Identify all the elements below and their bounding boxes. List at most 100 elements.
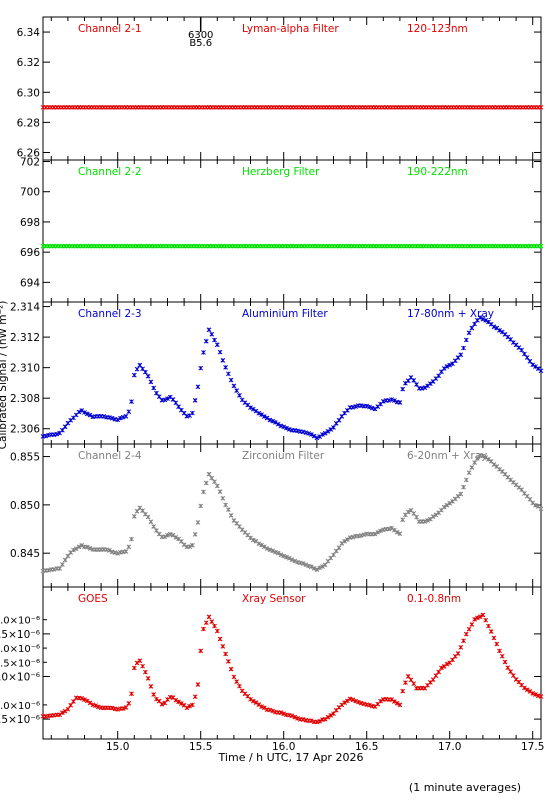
- data-point: [322, 716, 328, 722]
- data-point: [527, 496, 533, 502]
- data-point: [54, 431, 60, 437]
- data-point: [159, 701, 165, 707]
- data-point: [226, 507, 231, 512]
- data-point: [433, 512, 439, 518]
- data-point: [408, 677, 414, 683]
- data-point: [367, 404, 372, 410]
- data-point: [472, 321, 477, 327]
- data-point: [198, 365, 204, 371]
- data-point: [154, 390, 159, 396]
- data-point: [466, 470, 472, 476]
- data-point: [198, 503, 204, 509]
- data-point: [328, 713, 334, 718]
- data-point: [87, 700, 93, 706]
- data-point: [405, 673, 411, 679]
- data-point: [347, 696, 353, 702]
- data-point: [167, 531, 173, 537]
- y-tick-label: 3.5×10⁻⁶: [0, 714, 40, 726]
- y-tick-label: 700: [20, 187, 40, 199]
- panel-frame: [42, 159, 542, 303]
- data-point: [178, 701, 184, 706]
- data-point: [480, 453, 486, 459]
- data-point: [400, 688, 406, 694]
- data-point: [82, 697, 87, 702]
- data-point: [350, 534, 356, 540]
- data-point: [217, 636, 223, 642]
- data-point: [151, 692, 157, 697]
- data-point: [510, 673, 516, 678]
- y-tick-label: 5.5×10⁻⁶: [0, 658, 40, 669]
- panel-frame: [42, 586, 542, 740]
- data-point: [209, 475, 215, 481]
- data-point: [389, 397, 394, 402]
- data-point: [414, 382, 419, 387]
- data-point: [145, 514, 151, 520]
- panel-2: 694 696 698 700 702 Channel 2-2 Herzberg Filte…: [20, 157, 544, 303]
- data-point: [447, 500, 453, 506]
- data-point: [278, 710, 284, 715]
- data-point: [62, 708, 68, 714]
- data-point: [120, 706, 126, 711]
- data-point: [273, 549, 278, 555]
- data-point: [372, 531, 378, 537]
- data-point: [162, 700, 168, 706]
- data-point: [422, 519, 428, 524]
- data-point: [344, 537, 350, 542]
- data-point: [336, 545, 342, 551]
- data-point: [533, 692, 538, 697]
- data-point: [250, 537, 256, 543]
- data-point: [466, 626, 472, 632]
- data-point: [314, 567, 320, 573]
- data-point: [331, 425, 336, 430]
- data-point: [497, 328, 502, 333]
- y-tick-label: 2.306: [10, 424, 40, 436]
- data-point: [328, 427, 334, 432]
- data-point: [203, 338, 209, 344]
- data-point: [444, 364, 450, 369]
- data-point: [115, 551, 121, 556]
- data-point: [281, 424, 287, 430]
- band-label: 6-20nm + Xray: [407, 450, 487, 462]
- data-point: [270, 548, 275, 554]
- channel-label: Channel 2-4: [78, 450, 142, 462]
- data-point: [65, 553, 71, 559]
- data-point: [226, 371, 231, 377]
- data-point: [405, 509, 411, 515]
- data-point: [79, 543, 85, 548]
- data-point: [195, 682, 201, 687]
- data-point: [156, 394, 162, 400]
- data-point: [367, 702, 372, 708]
- data-point: [82, 410, 87, 415]
- data-point: [342, 700, 347, 706]
- y-tick-label: 696: [20, 247, 40, 259]
- y-tick-label: 7.0×10⁻⁶: [0, 616, 40, 627]
- data-point: [322, 430, 328, 436]
- filter-label: Aluminium Filter: [242, 308, 328, 320]
- data-point: [292, 714, 298, 720]
- data-point: [281, 711, 287, 717]
- data-point: [497, 648, 502, 654]
- data-point: [480, 612, 486, 618]
- data-point: [87, 412, 93, 418]
- data-point: [472, 460, 477, 466]
- data-point: [60, 562, 65, 567]
- data-point: [397, 702, 403, 708]
- data-point: [289, 557, 295, 563]
- data-point: [311, 566, 317, 571]
- data-point: [71, 547, 76, 553]
- data-point: [267, 547, 273, 553]
- data-point: [411, 378, 417, 383]
- data-point: [137, 362, 143, 368]
- data-point: [538, 104, 544, 110]
- data-point: [131, 665, 137, 671]
- panel-4: 0.845 0.850 0.855 Channel 2-4 Zirconium Filt…: [10, 443, 544, 588]
- data-point: [228, 513, 234, 518]
- data-point: [309, 718, 314, 724]
- data-point: [234, 388, 240, 393]
- y-tick-label: 6.26: [17, 147, 41, 159]
- data-point: [223, 365, 228, 370]
- data-point: [256, 541, 262, 547]
- data-point: [68, 702, 74, 708]
- data-point: [342, 538, 347, 544]
